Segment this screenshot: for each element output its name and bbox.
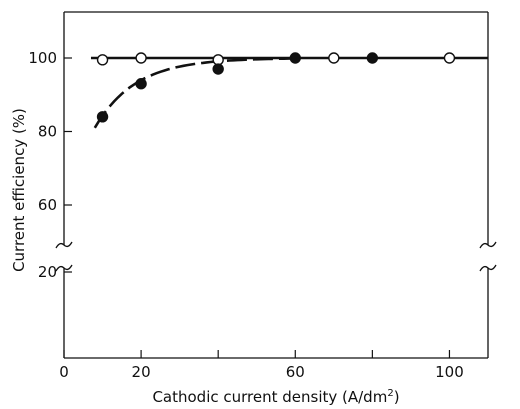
y-tick-label-3: 100	[28, 49, 57, 67]
x-tick-label-3: 60	[286, 363, 305, 381]
y-axis-label: Current efficiency (%)	[10, 108, 28, 272]
x-tick-label-5: 100	[435, 363, 464, 381]
y-axis-break-right-bottom	[479, 264, 497, 272]
y-tick-label-1: 60	[38, 196, 57, 214]
filled-point-2	[212, 63, 224, 75]
y-axis-break-right-top	[479, 241, 497, 249]
data-points	[96, 52, 456, 123]
x-axis-label-main: Cathodic current density (A/dm	[152, 388, 387, 406]
y-tick-label-2: 80	[38, 123, 57, 141]
series-lines	[90, 56, 488, 129]
ticks: 0 20 60 100 20 60 80 100	[28, 49, 463, 381]
open-point-3	[328, 52, 340, 64]
x-tick-label-1: 20	[132, 363, 151, 381]
x-tick-label-0: 0	[59, 363, 69, 381]
filled-point-3	[289, 52, 301, 64]
filled-point-4	[366, 52, 379, 64]
x-axis-label-sup: 2	[387, 388, 393, 399]
series-filled-circles-curve	[93, 57, 296, 129]
x-axis-label-end: )	[394, 388, 400, 406]
axes	[55, 11, 497, 359]
filled-point-1	[135, 78, 147, 90]
open-point-4	[443, 52, 456, 64]
x-axis-label: Cathodic current density (A/dm2)	[152, 388, 399, 406]
y-axis-break-left-bottom	[55, 264, 73, 272]
y-tick-label-0: 20	[38, 263, 57, 281]
y-axis-break-left-top	[55, 241, 73, 249]
open-point-0	[96, 54, 109, 66]
filled-point-0	[96, 111, 109, 123]
open-point-1	[135, 52, 147, 64]
